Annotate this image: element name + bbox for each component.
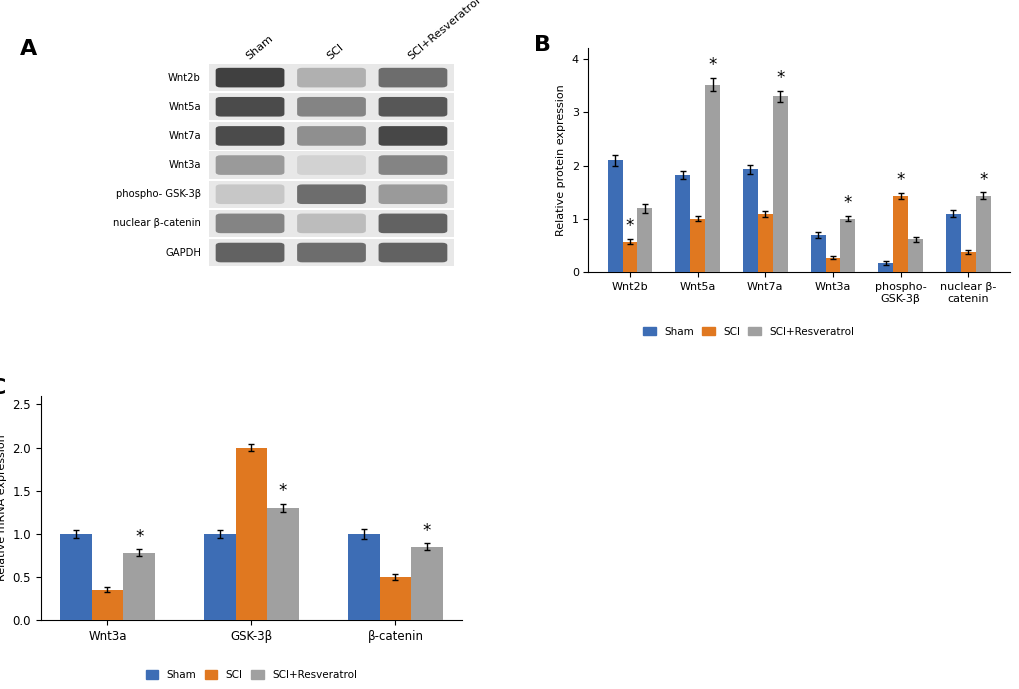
Legend: Sham, SCI, SCI+Resveratrol: Sham, SCI, SCI+Resveratrol bbox=[142, 666, 361, 684]
Bar bbox=[772, 96, 787, 272]
Bar bbox=[893, 196, 907, 272]
Bar bbox=[810, 235, 824, 272]
FancyBboxPatch shape bbox=[215, 243, 284, 263]
Bar bbox=[675, 175, 690, 272]
Text: Wnt2b: Wnt2b bbox=[168, 72, 201, 83]
Bar bbox=[975, 196, 989, 272]
FancyBboxPatch shape bbox=[378, 126, 447, 145]
Text: phospho- GSK-3β: phospho- GSK-3β bbox=[116, 189, 201, 199]
FancyBboxPatch shape bbox=[378, 185, 447, 204]
FancyBboxPatch shape bbox=[378, 97, 447, 116]
FancyBboxPatch shape bbox=[378, 243, 447, 263]
Bar bbox=[690, 218, 704, 272]
Text: *: * bbox=[978, 171, 986, 189]
Text: *: * bbox=[775, 69, 784, 88]
Text: A: A bbox=[19, 39, 37, 59]
Bar bbox=[411, 547, 442, 620]
FancyBboxPatch shape bbox=[209, 152, 453, 178]
Bar bbox=[637, 208, 652, 272]
FancyBboxPatch shape bbox=[215, 214, 284, 233]
Text: GAPDH: GAPDH bbox=[165, 247, 201, 258]
Bar bbox=[877, 263, 893, 272]
FancyBboxPatch shape bbox=[209, 64, 453, 91]
FancyBboxPatch shape bbox=[297, 68, 366, 88]
Bar bbox=[204, 534, 235, 620]
Text: Wnt3a: Wnt3a bbox=[168, 160, 201, 170]
Text: nuclear β-catenin: nuclear β-catenin bbox=[113, 218, 201, 228]
Bar bbox=[704, 85, 719, 272]
FancyBboxPatch shape bbox=[209, 181, 453, 208]
FancyBboxPatch shape bbox=[297, 126, 366, 145]
FancyBboxPatch shape bbox=[215, 155, 284, 175]
FancyBboxPatch shape bbox=[297, 243, 366, 263]
Bar bbox=[840, 218, 855, 272]
Bar bbox=[960, 252, 975, 272]
Text: *: * bbox=[626, 217, 634, 235]
Bar bbox=[379, 577, 411, 620]
Text: *: * bbox=[843, 194, 851, 212]
Text: *: * bbox=[707, 56, 716, 74]
Y-axis label: Relative protein expression: Relative protein expression bbox=[555, 85, 566, 236]
Text: Sham: Sham bbox=[244, 34, 274, 62]
Bar bbox=[235, 448, 267, 620]
FancyBboxPatch shape bbox=[378, 214, 447, 233]
Bar bbox=[945, 214, 960, 272]
Text: C: C bbox=[0, 378, 6, 398]
Bar bbox=[60, 534, 92, 620]
Bar bbox=[267, 508, 299, 620]
Bar bbox=[622, 242, 637, 272]
Legend: Sham, SCI, SCI+Resveratrol: Sham, SCI, SCI+Resveratrol bbox=[638, 322, 857, 341]
Text: *: * bbox=[135, 528, 144, 546]
Text: *: * bbox=[423, 522, 431, 540]
Text: *: * bbox=[278, 482, 287, 500]
Text: Wnt5a: Wnt5a bbox=[168, 102, 201, 112]
FancyBboxPatch shape bbox=[378, 155, 447, 175]
FancyBboxPatch shape bbox=[215, 97, 284, 116]
FancyBboxPatch shape bbox=[209, 239, 453, 266]
Bar bbox=[907, 239, 922, 272]
Bar bbox=[347, 534, 379, 620]
Bar bbox=[92, 590, 123, 620]
Bar bbox=[607, 161, 622, 272]
Bar bbox=[742, 169, 757, 272]
FancyBboxPatch shape bbox=[297, 185, 366, 204]
FancyBboxPatch shape bbox=[209, 122, 453, 150]
Text: SCI: SCI bbox=[325, 43, 345, 62]
Text: B: B bbox=[533, 34, 550, 54]
FancyBboxPatch shape bbox=[215, 185, 284, 204]
FancyBboxPatch shape bbox=[215, 126, 284, 145]
FancyBboxPatch shape bbox=[209, 93, 453, 121]
Text: SCI+Resveratrol: SCI+Resveratrol bbox=[407, 0, 482, 62]
Text: Wnt7a: Wnt7a bbox=[168, 131, 201, 141]
Bar bbox=[123, 553, 155, 620]
FancyBboxPatch shape bbox=[297, 214, 366, 233]
FancyBboxPatch shape bbox=[297, 97, 366, 116]
Bar bbox=[757, 214, 772, 272]
Y-axis label: Relative mRNA expression: Relative mRNA expression bbox=[0, 435, 7, 582]
FancyBboxPatch shape bbox=[297, 155, 366, 175]
FancyBboxPatch shape bbox=[215, 68, 284, 88]
FancyBboxPatch shape bbox=[378, 68, 447, 88]
Text: *: * bbox=[896, 171, 904, 189]
FancyBboxPatch shape bbox=[209, 209, 453, 237]
Bar bbox=[824, 258, 840, 272]
